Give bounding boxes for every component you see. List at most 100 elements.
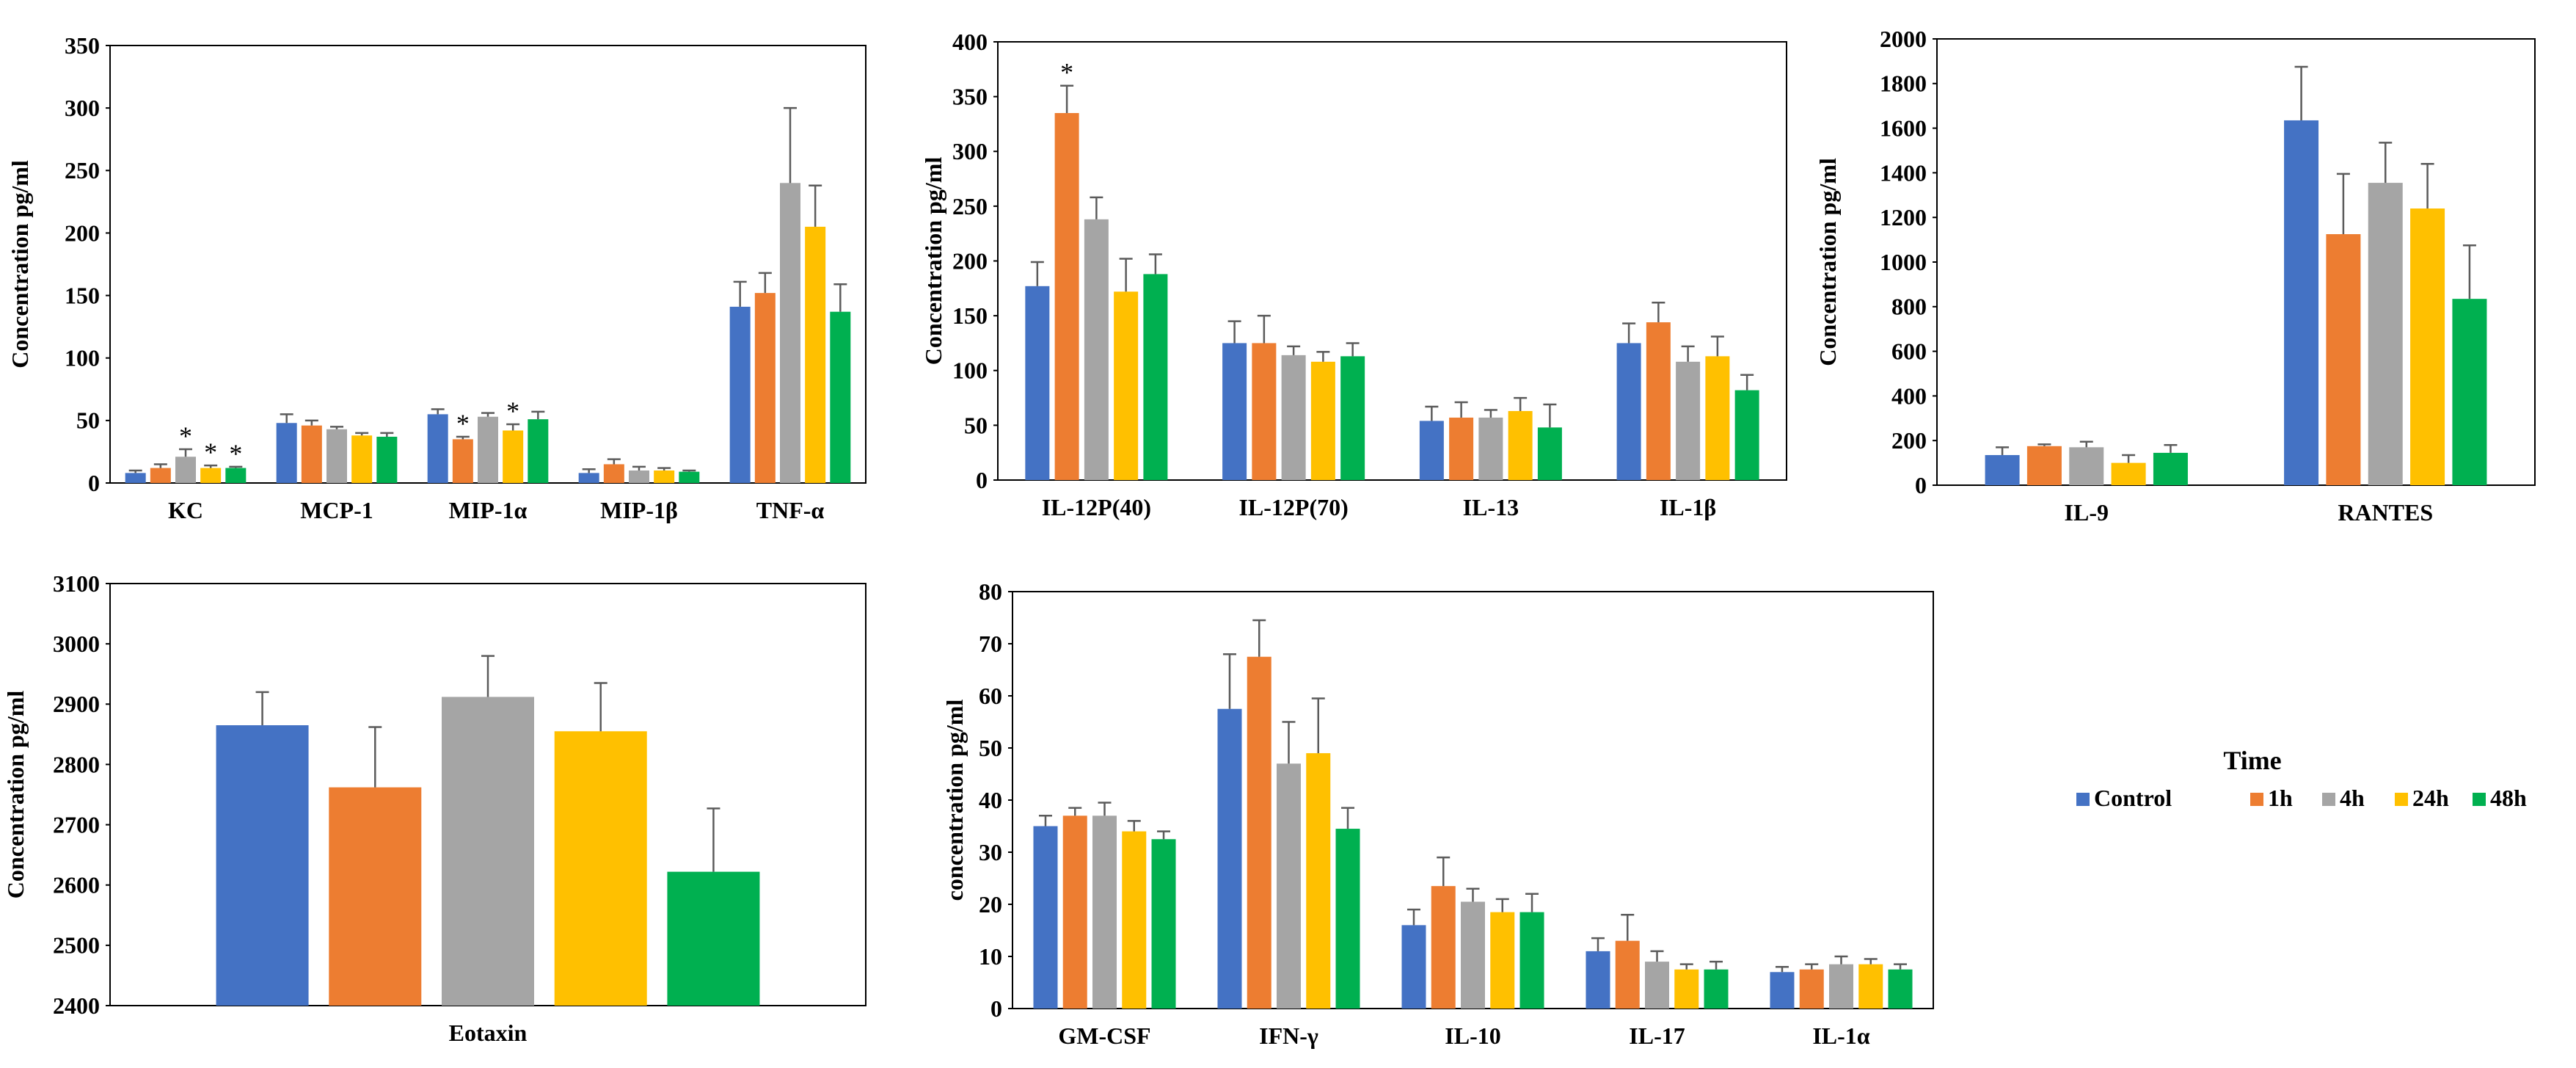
bar-il-1-control — [1770, 972, 1795, 1009]
legend-swatch-1h — [2250, 793, 2263, 806]
bar-il-12p-70-24h — [1310, 361, 1335, 480]
y-axis-label: Concentration pg/ml — [920, 157, 946, 366]
legend-swatch-24h — [2395, 793, 2408, 806]
y-tick-label: 300 — [952, 138, 988, 164]
bar-il-13-control — [1419, 421, 1444, 480]
y-axis-label: Concentration pg/ml — [2, 691, 29, 899]
y-tick-label: 200 — [952, 247, 988, 274]
y-axis-label: concentration pg/ml — [941, 700, 968, 901]
bar-il-9-48h — [2153, 452, 2188, 485]
y-tick-label: 0 — [88, 470, 100, 496]
y-tick-label: 2800 — [53, 751, 100, 777]
bar-ifn-4h — [1277, 763, 1301, 1009]
y-tick-label: 3100 — [53, 570, 100, 597]
bar-kc-48h — [225, 468, 247, 483]
y-tick-label: 1800 — [1880, 70, 1927, 97]
bar-rantes-4h — [2368, 183, 2403, 485]
bar-il-9-control — [1985, 454, 2020, 485]
bar-il-1-48h — [1888, 969, 1913, 1009]
y-tick-label: 20 — [979, 891, 1002, 918]
bar-rantes-48h — [2452, 299, 2487, 485]
bar-mip-1-control — [578, 473, 599, 483]
legend-label-1h: 1h — [2268, 785, 2293, 811]
x-tick-label: GM-CSF — [1058, 1022, 1150, 1049]
legend-label-24h: 24h — [2412, 785, 2449, 811]
x-tick-label: Eotaxin — [449, 1020, 528, 1046]
y-tick-label: 250 — [952, 193, 988, 219]
y-tick-label: 80 — [979, 578, 1002, 605]
x-tick-label: IL-9 — [2065, 499, 2109, 526]
bar-il-1-48h — [1734, 390, 1759, 480]
bar-mip-1-1h — [603, 464, 624, 483]
bar-il-12p-70-48h — [1340, 356, 1365, 480]
bar-kc-4h — [175, 457, 196, 483]
bar-il-13-4h — [1478, 417, 1503, 480]
y-tick-label: 50 — [964, 412, 988, 438]
bar-eotaxin-1h — [329, 787, 422, 1006]
bar-il-1-4h — [1829, 964, 1853, 1009]
bar-il-12p-70-4h — [1281, 355, 1306, 480]
legend: Time Control 1h 4h 24h 48h — [2076, 746, 2527, 811]
y-tick-label: 2000 — [1880, 26, 1927, 52]
bar-il-1-24h — [1858, 964, 1883, 1009]
significance-marker: * — [1060, 58, 1073, 87]
significance-marker: * — [506, 396, 519, 426]
bar-il-12p-40-48h — [1143, 274, 1168, 480]
bar-tnf-24h — [805, 226, 826, 483]
y-tick-label: 150 — [65, 282, 100, 308]
x-tick-label: IFN-γ — [1259, 1022, 1318, 1049]
y-tick-label: 100 — [952, 357, 988, 384]
bar-il-10-1h — [1431, 886, 1456, 1009]
x-tick-label: IL-12P(70) — [1238, 494, 1348, 520]
bar-il-13-48h — [1537, 427, 1562, 480]
bar-rantes-1h — [2326, 234, 2361, 485]
bar-mip-1-24h — [654, 470, 675, 483]
bar-il-1-24h — [1705, 356, 1730, 480]
chart-5: 0 10 20 30 40 50 60 70 80 concentration pg/ml GM-C… — [941, 578, 1934, 1049]
y-tick-label: 70 — [979, 631, 1002, 657]
chart-4: 2400 2500 2600 2700 2800 2900 3000 3100 Concentr… — [2, 570, 866, 1046]
bar-mcp-1-4h — [326, 429, 347, 483]
bar-il-9-4h — [2069, 447, 2104, 485]
y-tick-label: 30 — [979, 839, 1002, 865]
bar-mip-1-control — [427, 414, 448, 483]
y-tick-label: 1000 — [1880, 249, 1927, 275]
y-tick-label: 10 — [979, 943, 1002, 970]
bar-il-9-1h — [2026, 446, 2062, 485]
bar-gm-csf-control — [1033, 826, 1058, 1009]
y-tick-label: 40 — [979, 787, 1002, 813]
bar-gm-csf-4h — [1092, 815, 1117, 1009]
legend-label-48h: 48h — [2490, 785, 2527, 811]
bar-rantes-control — [2284, 120, 2319, 485]
bar-gm-csf-24h — [1122, 831, 1147, 1009]
y-tick-label: 0 — [976, 467, 988, 493]
bar-il-12p-40-1h — [1054, 113, 1079, 480]
chart-3: 0 200 400 600 800 1000 1200 1400 1600 1800 2000 Con… — [1814, 26, 2536, 526]
x-tick-label: RANTES — [2338, 499, 2433, 526]
bar-il-1-1h — [1646, 322, 1671, 480]
bar-il-10-24h — [1490, 912, 1515, 1009]
legend-title: Time — [2223, 746, 2281, 775]
y-tick-label: 3000 — [53, 631, 100, 657]
y-tick-label: 0 — [1915, 472, 1927, 498]
y-tick-label: 400 — [1891, 382, 1927, 409]
bar-il-12p-70-1h — [1252, 343, 1277, 480]
x-tick-label: IL-1β — [1660, 494, 1716, 520]
bar-gm-csf-48h — [1151, 839, 1176, 1009]
legend-swatch-4h — [2322, 793, 2335, 806]
y-axis-label: Concentration pg/ml — [1814, 158, 1841, 366]
chart-1: 0 50 100 150 200 250 300 350 Concentration pg/ml… — [7, 32, 866, 523]
y-tick-label: 300 — [65, 95, 100, 121]
bar-eotaxin-48h — [667, 871, 760, 1006]
bar-il-10-48h — [1519, 912, 1544, 1009]
bar-il-17-4h — [1645, 962, 1669, 1009]
x-tick-label: MCP-1 — [300, 497, 373, 523]
bar-mip-1-48h — [679, 471, 700, 483]
y-tick-label: 2700 — [53, 811, 100, 838]
x-tick-label: MIP-1α — [449, 497, 528, 523]
significance-marker: * — [204, 437, 217, 467]
y-tick-label: 0 — [990, 995, 1002, 1022]
legend-label-4h: 4h — [2340, 785, 2365, 811]
